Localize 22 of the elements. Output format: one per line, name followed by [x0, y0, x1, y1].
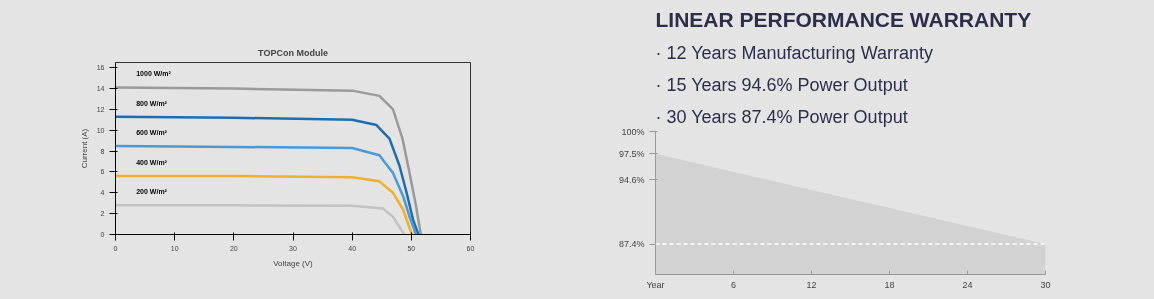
line-series [115, 115, 420, 235]
y-axis-title: Current (A) [79, 128, 89, 169]
line-series [115, 86, 423, 235]
text: · 15 Years 94.6% Power Output [655, 74, 908, 95]
x-axis-title: Voltage (V) [273, 258, 314, 268]
x-tick-label: 30 [1040, 279, 1051, 290]
x-tick-label: 24 [962, 279, 973, 290]
x-tick-label: Year [646, 279, 665, 290]
y-tick-label: 87.4% [618, 239, 645, 250]
x-tick-label: 6 [731, 279, 737, 290]
y-tick-label: 100% [621, 126, 645, 137]
x-tick-label: 18 [884, 279, 895, 290]
line-series [115, 144, 418, 235]
y-tick-label: 97.5% [618, 148, 645, 159]
line-series [115, 174, 414, 235]
chart-title: TOPCon Module [258, 47, 328, 58]
x-tick-label: 12 [806, 279, 817, 290]
chart-title: LINEAR PERFORMANCE WARRANTY [655, 7, 1032, 31]
text: · 12 Years Manufacturing Warranty [655, 42, 933, 63]
text: · 30 Years 87.4% Power Output [655, 106, 908, 127]
line-series [115, 204, 406, 235]
y-tick-label: 94.6% [618, 174, 645, 185]
